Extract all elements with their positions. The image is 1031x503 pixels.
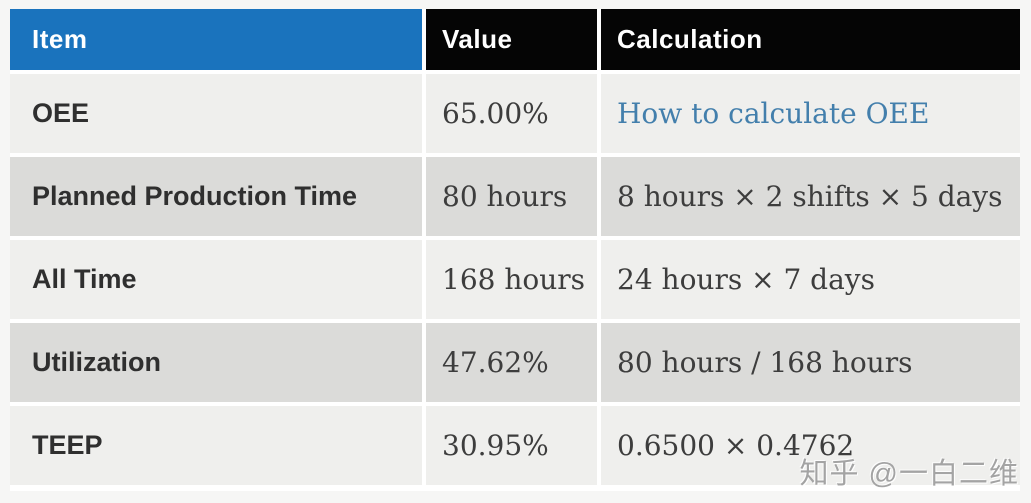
- column-header-item: Item: [10, 9, 422, 70]
- row-planned-production-time-calculation-text: 8 hours × 2 shifts × 5 days: [617, 180, 1003, 213]
- row-all-time-calculation: 24 hours × 7 days: [601, 240, 1020, 319]
- column-header-calculation-label: Calculation: [617, 24, 763, 54]
- row-all-time-item-label: All Time: [32, 264, 137, 294]
- row-all-time-calculation-text: 24 hours × 7 days: [617, 263, 875, 296]
- row-planned-production-time-item: Planned Production Time: [10, 157, 422, 236]
- row-utilization-calculation: 80 hours / 168 hours: [601, 323, 1020, 402]
- oee-metrics-table: Item Value Calculation OEE 65.00% How to…: [10, 9, 1020, 491]
- row-planned-production-time-calculation: 8 hours × 2 shifts × 5 days: [601, 157, 1020, 236]
- row-teep-item-label: TEEP: [32, 430, 103, 460]
- row-teep-item: TEEP: [10, 406, 422, 485]
- row-all-time-value: 168 hours: [426, 240, 597, 319]
- row-planned-production-time-value-text: 80 hours: [442, 180, 568, 213]
- column-header-calculation: Calculation: [601, 9, 1020, 70]
- row-utilization-calculation-text: 80 hours / 168 hours: [617, 346, 913, 379]
- row-all-time-item: All Time: [10, 240, 422, 319]
- row-planned-production-time-value: 80 hours: [426, 157, 597, 236]
- row-utilization-item: Utilization: [10, 323, 422, 402]
- row-teep-value: 30.95%: [426, 406, 597, 485]
- row-all-time-value-text: 168 hours: [442, 263, 586, 296]
- how-to-calculate-oee-link[interactable]: How to calculate OEE: [617, 97, 930, 130]
- row-teep-value-text: 30.95%: [442, 429, 549, 462]
- column-header-item-label: Item: [32, 24, 88, 54]
- row-oee-item-label: OEE: [32, 98, 90, 128]
- row-planned-production-time-item-label: Planned Production Time: [32, 181, 358, 211]
- row-oee-item: OEE: [10, 74, 422, 153]
- row-utilization-value: 47.62%: [426, 323, 597, 402]
- row-oee-value: 65.00%: [426, 74, 597, 153]
- row-utilization-value-text: 47.62%: [442, 346, 549, 379]
- row-utilization-item-label: Utilization: [32, 347, 161, 377]
- row-teep-calculation: 0.6500 × 0.4762: [601, 406, 1020, 485]
- column-header-value-label: Value: [442, 24, 513, 54]
- row-oee-calculation: How to calculate OEE: [601, 74, 1020, 153]
- row-oee-value-text: 65.00%: [442, 97, 549, 130]
- column-header-value: Value: [426, 9, 597, 70]
- row-teep-calculation-text: 0.6500 × 0.4762: [617, 429, 855, 462]
